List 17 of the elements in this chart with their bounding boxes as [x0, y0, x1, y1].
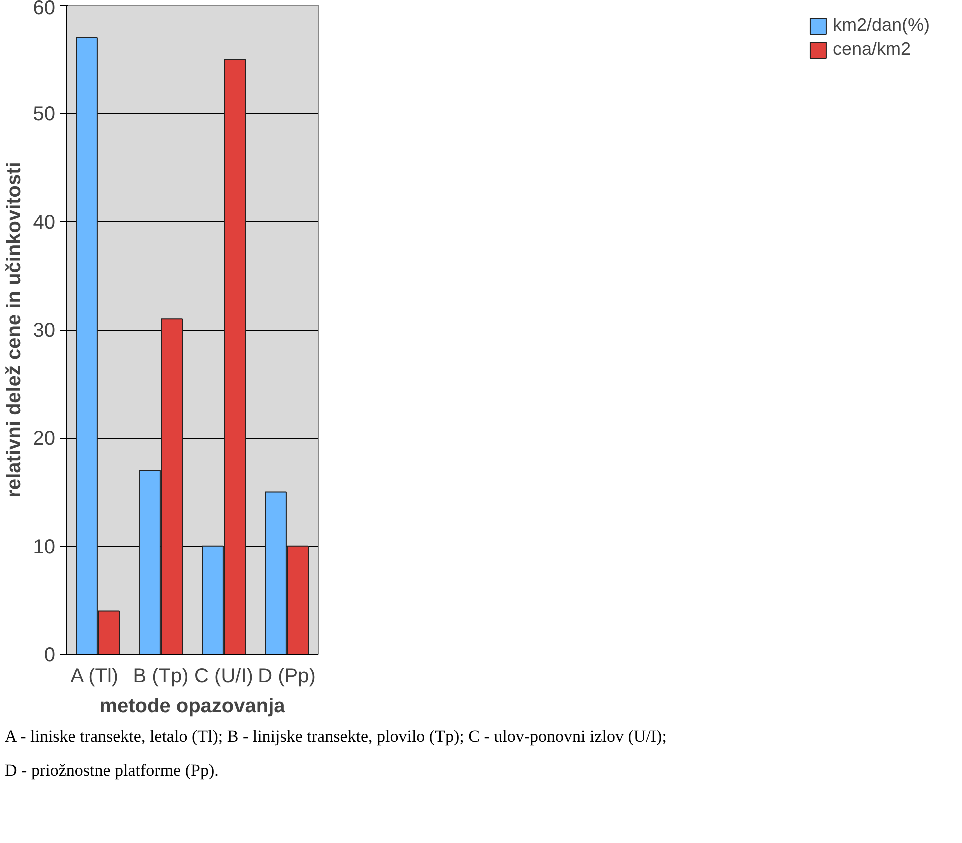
y-tick-label: 10 [33, 536, 56, 558]
x-tick-label: B (Tp) [133, 666, 189, 688]
text: A - liniske transekte, letalo (Tl); B - linijske transekte, plovilo (Tp); C - ulov-ponovni izlov (U/I); [5, 726, 667, 748]
y-tick-label: 60 [33, 0, 56, 20]
legend-label: cena/km2 [832, 39, 912, 60]
y-axis-title: relativni delež cene in učinkovitosti [3, 162, 26, 498]
x-tick-label: C (U/I) [194, 666, 254, 688]
x-tick-label: A (Tl) [70, 666, 119, 688]
x-tick-label: D (Pp) [258, 666, 316, 688]
y-tick-label: 0 [44, 644, 56, 666]
legend-label: km2/dan(%) [832, 15, 930, 36]
y-tick-label: 20 [33, 428, 56, 450]
y-tick-label: 30 [33, 320, 56, 342]
y-tick-label: 40 [33, 212, 56, 234]
text: D - priožnostne platforme (Pp). [5, 760, 219, 782]
y-tick-label: 50 [33, 104, 56, 126]
x-axis-title: metode opazovanja [100, 696, 286, 718]
